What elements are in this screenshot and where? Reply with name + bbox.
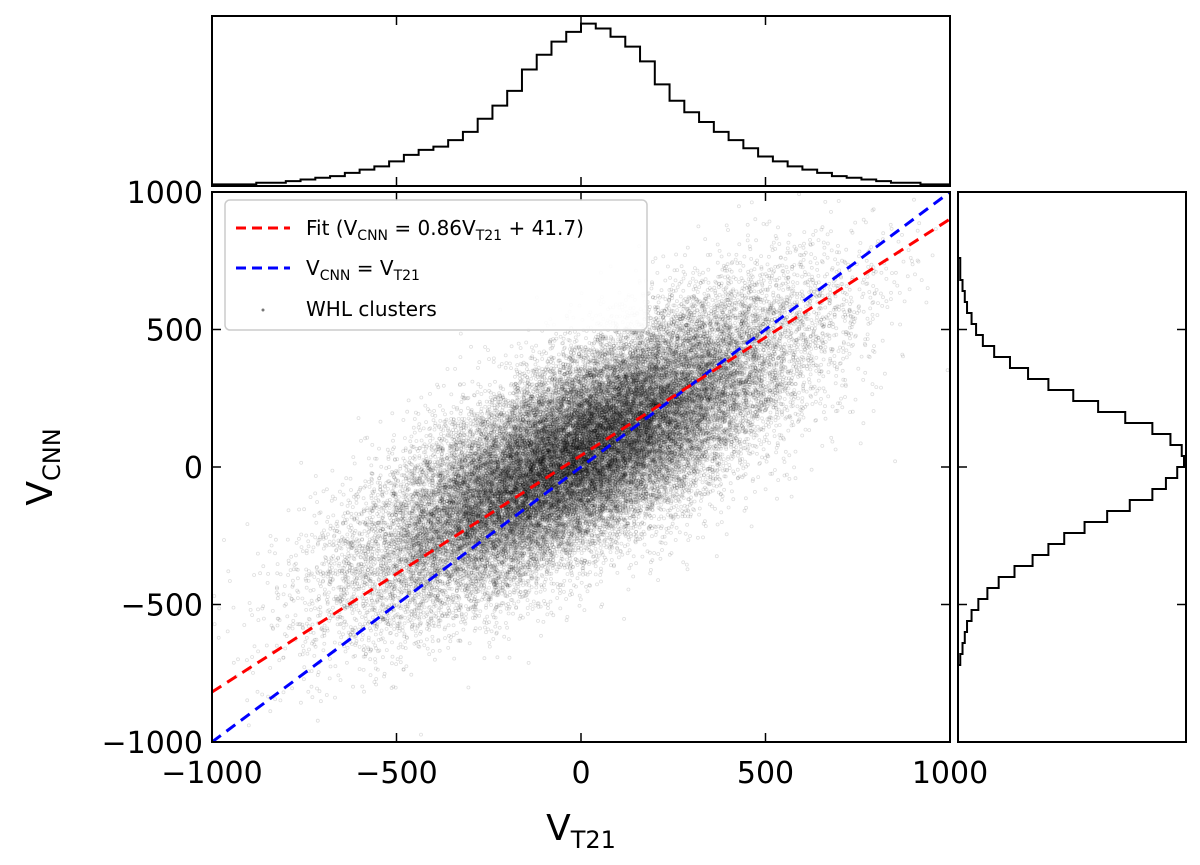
figure: −1000 −500 0 500 1000 −1000−50005001000 VT21…	[0, 0, 1200, 865]
